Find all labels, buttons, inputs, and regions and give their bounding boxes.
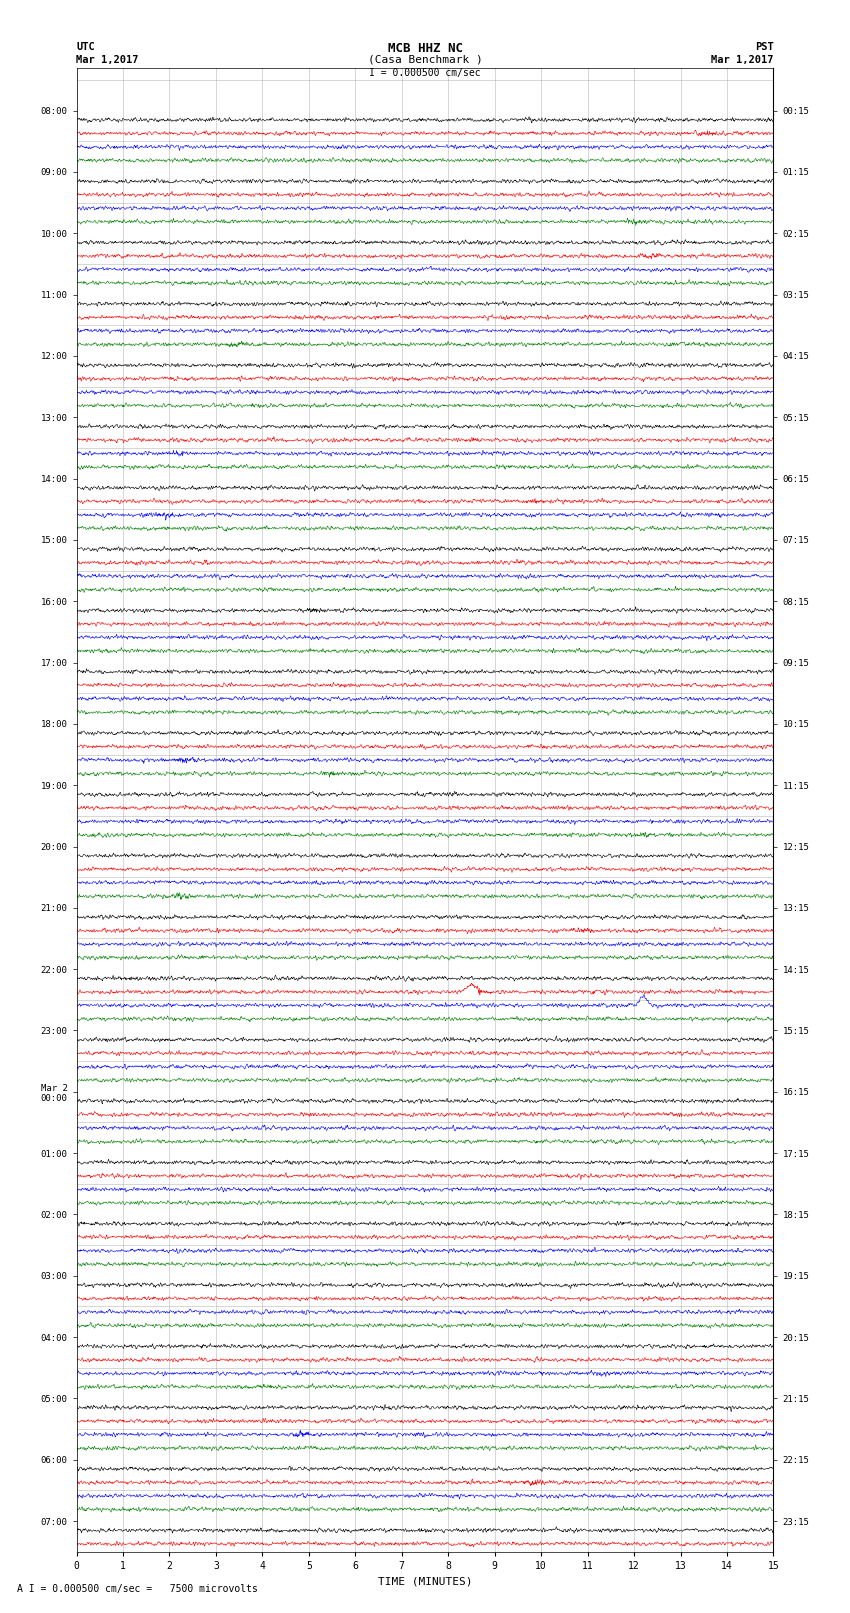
Text: Mar 1,2017: Mar 1,2017: [76, 55, 139, 65]
X-axis label: TIME (MINUTES): TIME (MINUTES): [377, 1576, 473, 1586]
Text: PST: PST: [755, 42, 774, 52]
Text: UTC: UTC: [76, 42, 95, 52]
Text: MCB HHZ NC: MCB HHZ NC: [388, 42, 462, 55]
Text: (Casa Benchmark ): (Casa Benchmark ): [367, 55, 483, 65]
Text: I = 0.000500 cm/sec: I = 0.000500 cm/sec: [369, 68, 481, 77]
Text: A I = 0.000500 cm/sec =   7500 microvolts: A I = 0.000500 cm/sec = 7500 microvolts: [17, 1584, 258, 1594]
Text: Mar 1,2017: Mar 1,2017: [711, 55, 774, 65]
